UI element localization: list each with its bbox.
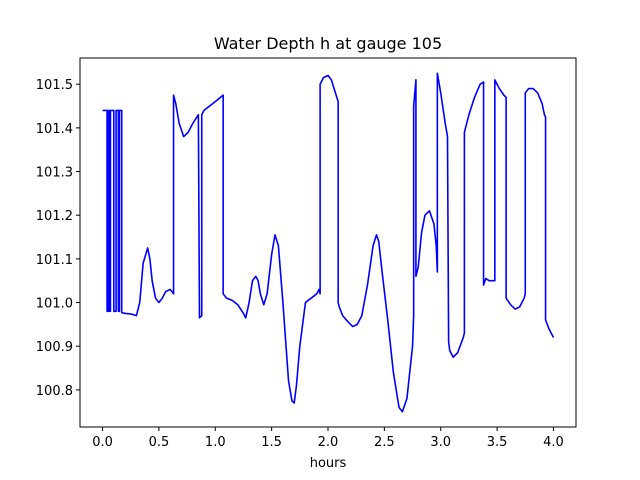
x-tick-label: 3.5 [487, 435, 508, 450]
x-tick-label: 4.0 [543, 435, 564, 450]
y-tick-label: 101.0 [36, 297, 73, 312]
x-tick-label: 0.0 [92, 435, 113, 450]
y-axis: 100.8 100.9 101.0 101.1 101.2 101.3 101.4 101.5 [36, 78, 80, 399]
x-tick-label: 2.5 [374, 435, 395, 450]
y-tick-label: 101.4 [36, 122, 73, 137]
x-tick-label: 0.5 [149, 435, 170, 450]
x-axis-label: hours [310, 456, 347, 471]
series-line-0 [102, 72, 555, 413]
y-tick-label: 101.5 [36, 78, 73, 93]
series-layer [102, 72, 555, 413]
x-tick-label: 3.0 [430, 435, 451, 450]
y-tick-label: 100.9 [36, 340, 73, 355]
y-tick-label: 100.8 [36, 384, 73, 399]
chart-title: Water Depth h at gauge 105 [214, 34, 442, 53]
y-tick-label: 101.2 [36, 209, 73, 224]
y-tick-label: 101.3 [36, 166, 73, 181]
x-axis: 0.0 0.5 1.0 1.5 2.0 2.5 3.0 3.5 4.0 [92, 427, 564, 450]
y-tick-label: 101.1 [36, 253, 73, 268]
x-tick-label: 1.5 [261, 435, 282, 450]
x-tick-label: 1.0 [205, 435, 226, 450]
x-tick-label: 2.0 [318, 435, 339, 450]
